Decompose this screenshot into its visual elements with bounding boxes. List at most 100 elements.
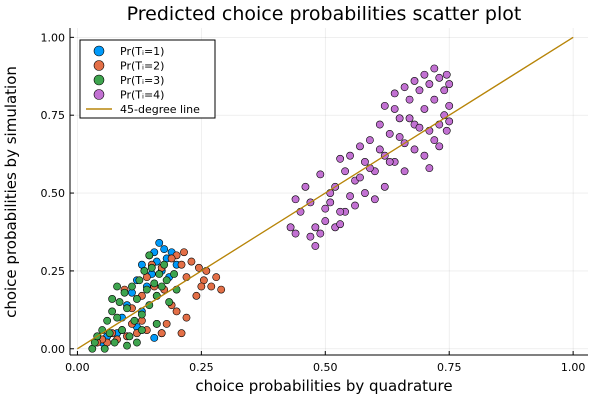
series-3-point <box>110 338 119 347</box>
points-layer <box>77 36 574 353</box>
series-4-point <box>410 145 419 154</box>
series-4-point <box>400 167 409 176</box>
series-4-point <box>356 142 364 151</box>
series-4-point <box>420 70 429 79</box>
series-3-point <box>125 332 134 341</box>
series-2-point <box>172 307 181 316</box>
series-4-point <box>336 207 345 216</box>
series-2-point <box>162 319 171 328</box>
series-4-point <box>405 114 414 123</box>
series-3-point <box>123 341 131 350</box>
series-4-point <box>326 198 335 207</box>
series-3-point <box>108 307 117 316</box>
axes <box>69 28 588 356</box>
series-4-point <box>306 232 315 241</box>
series-4-point <box>351 201 359 210</box>
series-4-point <box>380 182 389 191</box>
series-2-point <box>212 273 221 282</box>
y-tick-label: 0.75 <box>41 109 66 122</box>
series-2-point <box>177 260 186 269</box>
series-4-point <box>361 189 369 197</box>
series-4-point <box>425 164 434 173</box>
series-4-point <box>321 217 330 225</box>
series-3-point <box>145 251 154 260</box>
series-3-point <box>128 282 136 291</box>
series-2-point <box>197 282 206 291</box>
series-4-point <box>316 170 325 179</box>
series-4-point <box>420 151 429 160</box>
series-2-point <box>182 313 191 322</box>
series-4-point <box>435 142 444 151</box>
series-4-point <box>291 195 300 204</box>
series-3-point <box>137 326 146 334</box>
series-3-point <box>130 316 139 325</box>
legend-marker-3 <box>93 74 105 86</box>
series-4-point <box>336 154 345 163</box>
series-4-point <box>380 101 389 110</box>
series-4-point <box>385 158 394 166</box>
series-3-point <box>137 310 146 319</box>
series-3-point <box>135 276 144 285</box>
legend: Pr(Tᵢ=1) Pr(Tᵢ=2)Pr(Tᵢ=3) Pr(Tᵢ=4)45-degre… <box>79 39 216 119</box>
series-4-point <box>291 229 300 238</box>
series-4-point <box>395 133 404 141</box>
series-4-point <box>442 70 451 79</box>
series-3-point <box>133 338 141 347</box>
series-3-point <box>165 298 174 306</box>
series-4-point <box>356 173 364 182</box>
series-4-point <box>361 158 369 166</box>
series-4-point <box>430 95 439 104</box>
x-tick-label: 1.00 <box>561 361 586 374</box>
series-2-point <box>207 282 216 291</box>
x-tick-label: 0.25 <box>189 361 214 374</box>
series-3-point <box>157 282 166 291</box>
series-2-point <box>167 254 176 263</box>
x-tick-label: 0.75 <box>437 361 462 374</box>
series-3-point <box>142 285 151 294</box>
series-2-point <box>180 248 188 257</box>
series-3-point <box>115 298 124 306</box>
legend-marker-1 <box>93 45 105 57</box>
chart-title: Predicted choice probabilities scatter p… <box>127 3 522 25</box>
series-4-point <box>445 80 454 88</box>
series-3-point <box>113 313 121 322</box>
series-3-point <box>100 344 109 353</box>
x-axis-label: choice probabilities by quadrature <box>195 377 452 395</box>
y-tick-label: 0.00 <box>41 343 66 356</box>
x-tick-label: 0.00 <box>65 361 90 374</box>
series-4-point <box>346 192 354 201</box>
series-3-point <box>170 270 178 278</box>
series-1-point <box>160 245 169 254</box>
y-tick-label: 0.50 <box>41 187 66 200</box>
series-4-point <box>420 105 429 113</box>
series-4-point <box>370 195 379 204</box>
x-tick-label: 0.50 <box>313 361 338 374</box>
series-4-point <box>365 136 374 145</box>
series-2-point <box>187 257 196 266</box>
series-3-point <box>155 270 164 278</box>
series-4-point <box>375 145 384 154</box>
series-4-point <box>442 126 451 135</box>
series-4-point <box>375 120 384 129</box>
series-4-point <box>445 101 454 110</box>
reference-line-overlay <box>77 36 574 350</box>
legend-entry-label: 45-degree line <box>120 103 200 116</box>
series-3-point <box>108 295 117 303</box>
series-4-point <box>415 123 424 132</box>
series-2-point <box>157 329 166 338</box>
tick-labels: 0.00 0.25 0.50 0.75 1.00 0.00 0.25 0.50 0.75 1.00 <box>41 31 586 374</box>
series-2-point <box>217 285 226 294</box>
series-4-point <box>390 105 399 113</box>
series-1-point <box>155 238 164 247</box>
series-3-point <box>150 279 159 288</box>
series-4-point <box>400 83 409 92</box>
y-tick-label: 0.25 <box>41 265 66 278</box>
series-3-point <box>103 316 112 325</box>
y-tick-label: 1.00 <box>41 31 66 44</box>
series-4-point <box>395 114 404 123</box>
series-3-point <box>162 276 171 285</box>
series-3-point <box>133 295 141 303</box>
series-4-point <box>410 77 419 85</box>
series-2-point <box>192 291 201 300</box>
series-3-point <box>160 260 169 269</box>
